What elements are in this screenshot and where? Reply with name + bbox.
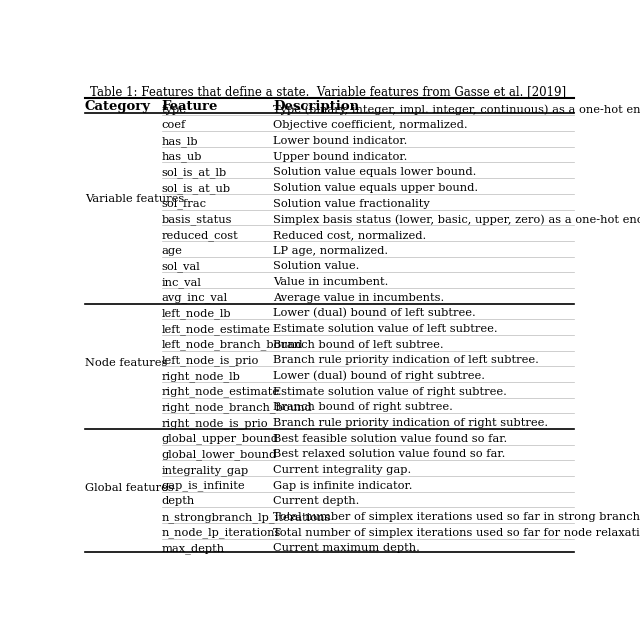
Text: Value in incumbent.: Value in incumbent. <box>273 277 389 287</box>
Text: depth: depth <box>162 496 195 506</box>
Text: Total number of simplex iterations used so far in strong branching.: Total number of simplex iterations used … <box>273 512 640 522</box>
Text: Branch rule priority indication of right subtree.: Branch rule priority indication of right… <box>273 418 548 428</box>
Text: type: type <box>162 104 187 114</box>
Text: has_ub: has_ub <box>162 151 202 162</box>
Text: Average value in incumbents.: Average value in incumbents. <box>273 293 445 303</box>
Text: Lower (dual) bound of right subtree.: Lower (dual) bound of right subtree. <box>273 371 486 382</box>
Text: Total number of simplex iterations used so far for node relaxations.: Total number of simplex iterations used … <box>273 528 640 537</box>
Text: avg_inc_val: avg_inc_val <box>162 293 228 303</box>
Text: Category: Category <box>85 100 151 113</box>
Text: Branch rule priority indication of left subtree.: Branch rule priority indication of left … <box>273 356 540 365</box>
Text: integrality_gap: integrality_gap <box>162 465 249 476</box>
Text: global_lower_bound: global_lower_bound <box>162 449 277 460</box>
Text: Reduced cost, normalized.: Reduced cost, normalized. <box>273 230 427 240</box>
Text: has_lb: has_lb <box>162 136 198 146</box>
Text: sol_is_at_ub: sol_is_at_ub <box>162 183 231 193</box>
Text: Branch bound of left subtree.: Branch bound of left subtree. <box>273 340 444 350</box>
Text: left_node_branch_bound: left_node_branch_bound <box>162 340 303 350</box>
Text: n_strongbranch_lp_iterations: n_strongbranch_lp_iterations <box>162 512 332 523</box>
Text: Best relaxed solution value found so far.: Best relaxed solution value found so far… <box>273 449 506 459</box>
Text: right_node_branch_bound: right_node_branch_bound <box>162 402 312 413</box>
Text: Branch bound of right subtree.: Branch bound of right subtree. <box>273 402 453 412</box>
Text: gap_is_infinite: gap_is_infinite <box>162 481 246 492</box>
Text: right_node_estimate: right_node_estimate <box>162 387 280 398</box>
Text: Upper bound indicator.: Upper bound indicator. <box>273 151 408 162</box>
Text: coef: coef <box>162 120 186 130</box>
Text: inc_val: inc_val <box>162 277 202 287</box>
Text: Objective coefficient, normalized.: Objective coefficient, normalized. <box>273 120 468 130</box>
Text: n_node_lp_iterations: n_node_lp_iterations <box>162 528 281 538</box>
Text: right_node_lb: right_node_lb <box>162 371 241 382</box>
Text: LP age, normalized.: LP age, normalized. <box>273 245 388 256</box>
Text: left_node_is_prio: left_node_is_prio <box>162 356 259 366</box>
Text: Simplex basis status (lower, basic, upper, zero) as a one-hot encoding.: Simplex basis status (lower, basic, uppe… <box>273 214 640 225</box>
Text: Current maximum depth.: Current maximum depth. <box>273 543 420 553</box>
Text: Variable features: Variable features <box>85 193 184 204</box>
Text: Node features: Node features <box>85 358 167 368</box>
Text: max_depth: max_depth <box>162 543 225 554</box>
Text: Solution value equals lower bound.: Solution value equals lower bound. <box>273 167 477 177</box>
Text: left_node_lb: left_node_lb <box>162 308 232 319</box>
Text: Description: Description <box>273 100 360 113</box>
Text: Table 1: Features that define a state.  Variable features from Gasse et al. [201: Table 1: Features that define a state. V… <box>90 85 566 98</box>
Text: Type (binary, integer, impl. integer, continuous) as a one-hot encoding.: Type (binary, integer, impl. integer, co… <box>273 104 640 115</box>
Text: right_node_is_prio: right_node_is_prio <box>162 418 268 429</box>
Text: left_node_estimate: left_node_estimate <box>162 324 271 335</box>
Text: Lower (dual) bound of left subtree.: Lower (dual) bound of left subtree. <box>273 308 476 319</box>
Text: Global features: Global features <box>85 483 173 494</box>
Text: Solution value equals upper bound.: Solution value equals upper bound. <box>273 183 479 193</box>
Text: Estimate solution value of left subtree.: Estimate solution value of left subtree. <box>273 324 498 334</box>
Text: Estimate solution value of right subtree.: Estimate solution value of right subtree… <box>273 387 508 397</box>
Text: Current depth.: Current depth. <box>273 496 360 506</box>
Text: age: age <box>162 245 182 256</box>
Text: reduced_cost: reduced_cost <box>162 230 239 240</box>
Text: sol_is_at_lb: sol_is_at_lb <box>162 167 227 178</box>
Text: basis_status: basis_status <box>162 214 232 225</box>
Text: Current integrality gap.: Current integrality gap. <box>273 465 412 475</box>
Text: Feature: Feature <box>162 100 218 113</box>
Text: Lower bound indicator.: Lower bound indicator. <box>273 136 408 146</box>
Text: Gap is infinite indicator.: Gap is infinite indicator. <box>273 481 413 490</box>
Text: sol_val: sol_val <box>162 261 200 272</box>
Text: Solution value.: Solution value. <box>273 261 360 271</box>
Text: sol_frac: sol_frac <box>162 198 207 209</box>
Text: Solution value fractionality: Solution value fractionality <box>273 198 430 209</box>
Text: Best feasible solution value found so far.: Best feasible solution value found so fa… <box>273 434 508 443</box>
Text: global_upper_bound: global_upper_bound <box>162 434 279 445</box>
